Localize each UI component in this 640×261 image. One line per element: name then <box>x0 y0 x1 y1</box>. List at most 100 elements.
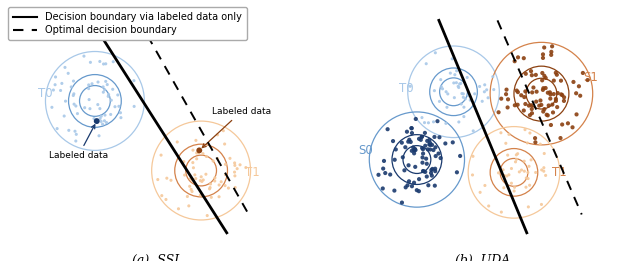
Point <box>548 92 559 96</box>
Point <box>409 181 419 185</box>
Point <box>388 139 398 143</box>
Point <box>509 103 520 107</box>
Point <box>563 121 573 125</box>
Point <box>206 195 216 199</box>
Point <box>422 139 433 143</box>
Point <box>467 173 477 177</box>
Point <box>188 148 198 152</box>
Point <box>457 91 467 96</box>
Point <box>187 178 197 182</box>
Point <box>157 194 167 198</box>
Point <box>537 71 547 75</box>
Point <box>425 143 435 147</box>
Point <box>59 114 69 118</box>
Point <box>423 183 433 187</box>
Point <box>71 104 81 108</box>
Point <box>110 105 120 109</box>
Point <box>210 176 220 180</box>
Point <box>449 81 459 85</box>
Point <box>520 128 530 132</box>
Point <box>417 146 428 150</box>
Point <box>499 174 509 178</box>
Point <box>84 98 94 102</box>
Point <box>48 88 58 92</box>
Point <box>202 213 212 218</box>
Point <box>521 185 531 189</box>
Point <box>504 173 514 177</box>
Point <box>220 142 230 146</box>
Point <box>509 59 520 63</box>
Point <box>540 74 550 78</box>
Point <box>212 133 223 137</box>
Point <box>417 116 427 120</box>
Point <box>205 186 215 190</box>
Point <box>524 205 534 209</box>
Point <box>496 97 506 101</box>
Point <box>429 88 440 93</box>
Point <box>556 92 566 97</box>
Text: T1: T1 <box>552 166 567 179</box>
Point <box>504 132 514 137</box>
Point <box>538 52 548 56</box>
Point <box>423 121 433 125</box>
Point <box>574 84 584 88</box>
Point <box>530 136 540 140</box>
Point <box>179 173 189 177</box>
Point <box>531 170 541 175</box>
Point <box>412 188 422 192</box>
Point <box>188 177 198 182</box>
Point <box>57 81 67 86</box>
Point <box>435 156 445 160</box>
Point <box>69 102 79 106</box>
Point <box>506 181 516 185</box>
Point <box>536 103 547 107</box>
Point <box>445 71 456 75</box>
Point <box>521 176 531 180</box>
Point <box>539 169 549 173</box>
Point <box>212 157 223 161</box>
Point <box>210 179 220 183</box>
Point <box>516 93 526 97</box>
Point <box>99 88 109 92</box>
Point <box>479 90 490 94</box>
Point <box>540 107 550 111</box>
Point <box>383 127 393 131</box>
Point <box>47 105 57 109</box>
Point <box>459 105 469 109</box>
Point <box>538 56 548 60</box>
Point <box>229 170 239 174</box>
Point <box>401 185 411 189</box>
Point <box>534 104 545 108</box>
Point <box>428 120 438 124</box>
Point <box>501 92 511 96</box>
Point <box>95 59 105 63</box>
Point <box>72 111 83 116</box>
Point <box>556 79 566 83</box>
Point <box>429 183 440 188</box>
Point <box>481 88 492 92</box>
Point <box>526 158 536 162</box>
Point <box>400 145 410 149</box>
Point <box>417 135 427 139</box>
Point <box>527 107 537 111</box>
Point <box>223 186 234 190</box>
Text: T0: T0 <box>38 87 52 100</box>
Point <box>402 130 412 134</box>
Point <box>208 159 218 163</box>
Point <box>161 197 171 201</box>
Point <box>477 99 487 103</box>
Point <box>51 75 61 79</box>
Point <box>56 88 66 93</box>
Point <box>196 179 207 183</box>
Point <box>220 183 230 188</box>
Point <box>410 165 420 169</box>
Point <box>578 71 588 75</box>
Point <box>428 148 438 152</box>
Point <box>98 85 108 89</box>
Point <box>441 90 451 94</box>
Point <box>458 95 468 99</box>
Point <box>188 161 198 165</box>
Point <box>403 183 413 187</box>
Point <box>410 147 420 151</box>
Point <box>193 151 204 155</box>
